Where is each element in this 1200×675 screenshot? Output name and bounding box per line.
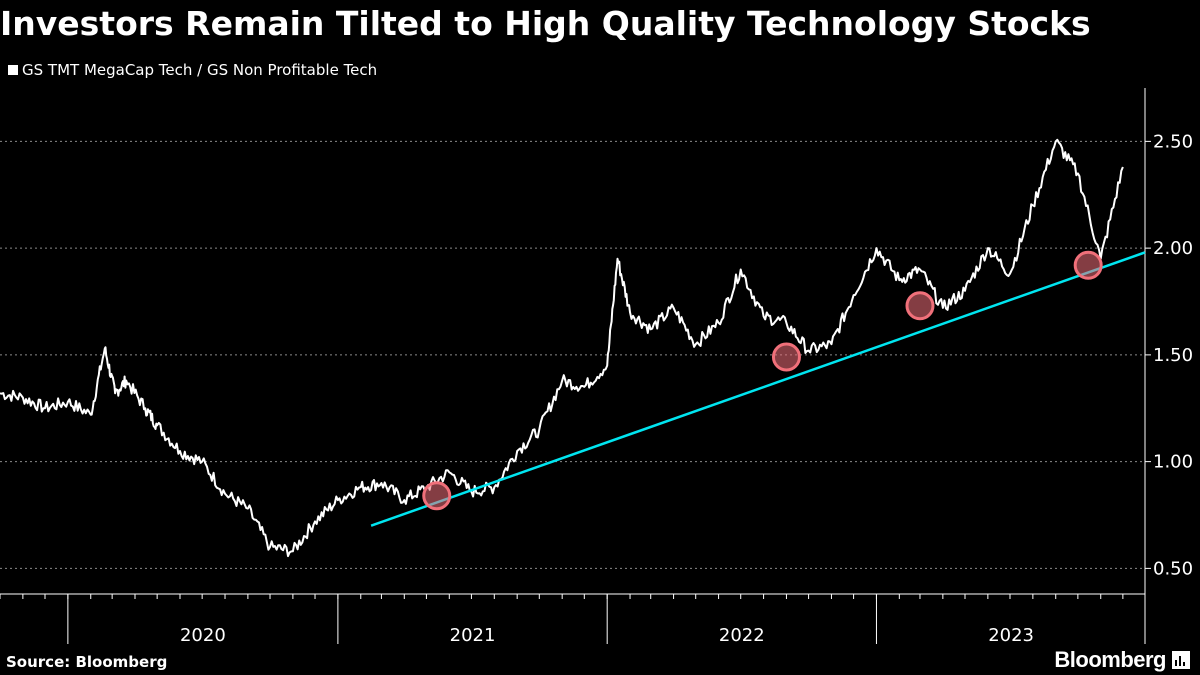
highlight-circle — [771, 342, 801, 372]
y-tick-label: 1.00 — [1153, 452, 1193, 473]
year-label: 2020 — [180, 625, 226, 646]
chart-title: Investors Remain Tilted to High Quality … — [0, 4, 1091, 43]
source-note: Source: Bloomberg — [6, 653, 168, 671]
y-tick-label: 2.00 — [1153, 238, 1193, 259]
year-label: 2021 — [450, 625, 496, 646]
legend-label: GS TMT MegaCap Tech / GS Non Profitable … — [22, 61, 378, 79]
brand-wordmark: Bloomberg — [1054, 647, 1166, 672]
highlight-circle — [905, 291, 935, 321]
bloomberg-brand: Bloomberg — [1054, 647, 1190, 673]
y-tick-label: 0.50 — [1153, 558, 1193, 579]
year-label: 2022 — [719, 625, 765, 646]
bloomberg-logo-icon — [1172, 651, 1190, 669]
y-tick-label: 1.50 — [1153, 345, 1193, 366]
year-label: 2023 — [988, 625, 1034, 646]
highlight-circle — [1073, 250, 1103, 280]
legend: GS TMT MegaCap Tech / GS Non Profitable … — [8, 61, 377, 79]
series-line-megacap-vs-nonprofitable — [0, 138, 1124, 558]
y-tick-label: 2.50 — [1153, 131, 1193, 152]
trendline — [370, 251, 1146, 527]
highlight-circle — [422, 481, 452, 511]
legend-swatch — [8, 65, 18, 75]
